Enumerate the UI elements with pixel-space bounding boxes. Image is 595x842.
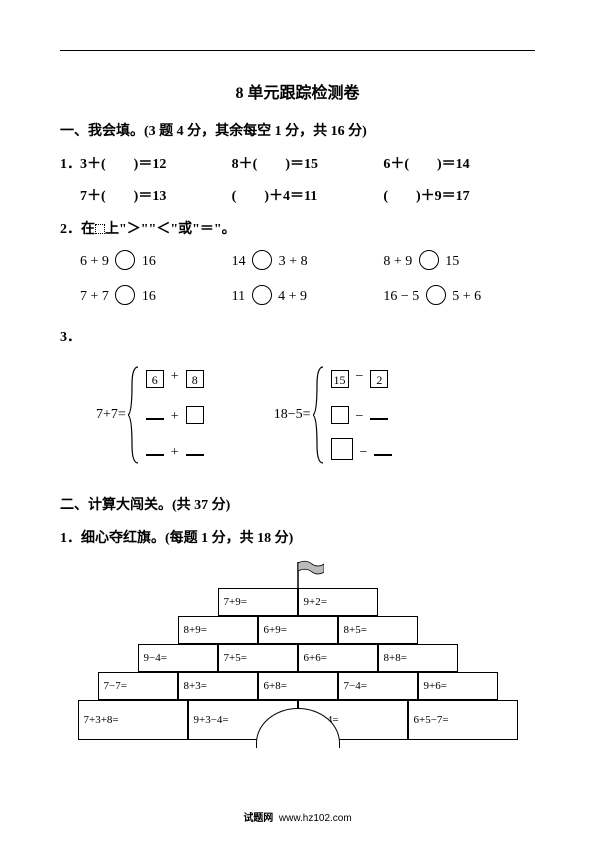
q1-cell: 3＋( )＝12 bbox=[80, 152, 232, 179]
cmp-cell: 11 4 + 9 bbox=[232, 284, 384, 311]
castle-cell: 8+3= bbox=[178, 672, 258, 700]
q2-head-a: 2．在 bbox=[60, 222, 95, 237]
circle-blank-icon[interactable] bbox=[115, 250, 135, 270]
section-1-head: 一、我会填。(3 题 4 分，其余每空 1 分，共 16 分) bbox=[60, 119, 535, 146]
q3-num: 3． bbox=[60, 325, 535, 352]
brace-label: 7+7= bbox=[96, 365, 128, 465]
castle-cell: 7−7= bbox=[98, 672, 178, 700]
box-blank-icon[interactable] bbox=[370, 402, 388, 420]
castle-cell: 9+2= bbox=[298, 588, 378, 616]
flag-icon bbox=[294, 560, 324, 588]
box-blank-icon[interactable] bbox=[331, 438, 353, 460]
box-blank-icon[interactable] bbox=[146, 438, 164, 456]
box-blank-icon[interactable]: 2 bbox=[370, 370, 388, 388]
section-2-q1: 1．细心夺红旗。(每题 1 分，共 18 分) bbox=[60, 526, 535, 553]
section-2-head: 二、计算大闯关。(共 37 分) bbox=[60, 493, 535, 520]
q1-cell: 6＋( )＝14 bbox=[383, 152, 535, 179]
box-blank-icon[interactable]: 8 bbox=[186, 370, 204, 388]
box-blank-icon[interactable] bbox=[374, 438, 392, 456]
castle-cell: 9−4= bbox=[138, 644, 218, 672]
circle-blank-icon[interactable] bbox=[419, 250, 439, 270]
brace-icon bbox=[313, 365, 325, 465]
castle-cell: 9+6= bbox=[418, 672, 498, 700]
brace-group-left: 7+7= 6 + 8 + + bbox=[96, 365, 204, 465]
box-blank-icon[interactable] bbox=[186, 438, 204, 456]
castle-cell: 7−4= bbox=[338, 672, 418, 700]
cmp-cell: 7 + 7 16 bbox=[80, 284, 232, 311]
cmp-cell: 8 + 9 15 bbox=[383, 249, 535, 276]
circle-blank-icon[interactable] bbox=[115, 285, 135, 305]
brace-icon bbox=[128, 365, 140, 465]
q2-head-b: 上"＞""＜"或"＝"。 bbox=[105, 222, 236, 237]
cmp-cell: 14 3 + 8 bbox=[232, 249, 384, 276]
q1-cell: ( )＋4＝11 bbox=[232, 184, 384, 211]
castle-cell: 7+5= bbox=[218, 644, 298, 672]
q1-cell: 7＋( )＝13 bbox=[80, 184, 232, 211]
box-blank-icon[interactable]: 6 bbox=[146, 370, 164, 388]
castle-cell: 7+3+8= bbox=[78, 700, 188, 740]
castle-cell: 6+5−7= bbox=[408, 700, 518, 740]
castle-cell: 6+6= bbox=[298, 644, 378, 672]
box-blank-icon[interactable] bbox=[331, 406, 349, 424]
castle-cell: 8+5= bbox=[338, 616, 418, 644]
box-blank-icon[interactable] bbox=[146, 402, 164, 420]
q1-cell: ( )＋9＝17 bbox=[383, 184, 535, 211]
circle-blank-icon[interactable] bbox=[252, 250, 272, 270]
brace-label: 18−5= bbox=[274, 365, 313, 465]
cmp-cell: 6 + 9 16 bbox=[80, 249, 232, 276]
q1-num: 1． bbox=[60, 152, 80, 179]
q1-cell: 8＋( )＝15 bbox=[232, 152, 384, 179]
box-blank-icon[interactable] bbox=[186, 406, 204, 424]
castle-cell: 7+9= bbox=[218, 588, 298, 616]
castle-cell: 6+9= bbox=[258, 616, 338, 644]
brace-group-right: 18−5= 15 − 2 − − bbox=[274, 365, 393, 465]
circle-blank-icon[interactable] bbox=[252, 285, 272, 305]
cmp-cell: 16 − 5 5 + 6 bbox=[383, 284, 535, 311]
dotted-box-icon bbox=[95, 224, 105, 234]
castle-cell: 6+8= bbox=[258, 672, 338, 700]
page-footer: 试题网 www.hz102.com bbox=[0, 809, 595, 824]
page-title: 8 单元跟踪检测卷 bbox=[60, 79, 535, 103]
circle-blank-icon[interactable] bbox=[426, 285, 446, 305]
castle-cell: 8+9= bbox=[178, 616, 258, 644]
castle-diagram: 7+9= 9+2= 8+9= 6+9= 8+5= 9−4= 7+5= 6+6= … bbox=[78, 560, 518, 790]
box-blank-icon[interactable]: 15 bbox=[331, 370, 349, 388]
castle-cell: 8+8= bbox=[378, 644, 458, 672]
